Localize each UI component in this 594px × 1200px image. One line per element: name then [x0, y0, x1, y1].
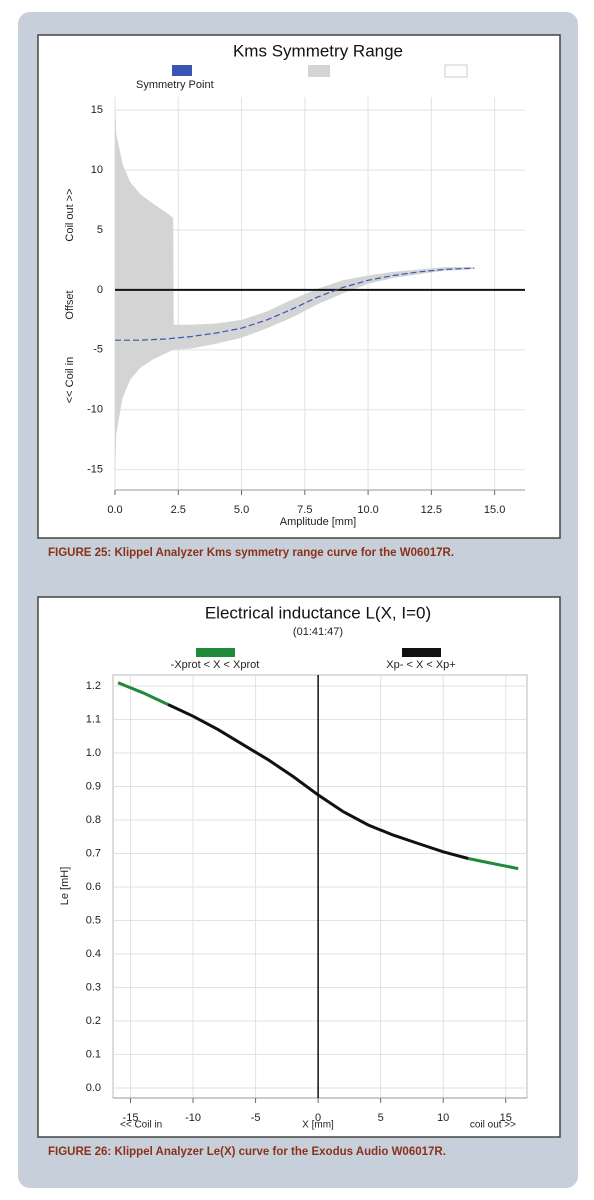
y-tick-label: 0.5 [86, 914, 101, 926]
x-tick-label: 12.5 [421, 504, 442, 516]
x-tick-label: 15.0 [484, 504, 505, 516]
y-tick-label: 5 [97, 224, 103, 236]
y-tick-label: 0.2 [86, 1015, 101, 1027]
y-axis-label: Offset [64, 290, 76, 319]
y-tick-label: 0.6 [86, 881, 101, 893]
series-line [117, 681, 519, 871]
y-tick-label: 0.4 [86, 948, 101, 960]
legend-swatch [444, 64, 468, 78]
y-axis-label: Le [mH] [59, 867, 71, 906]
legend-swatch [308, 65, 330, 77]
x-tick-label: 5.0 [234, 504, 249, 516]
x-tick-label: -5 [251, 1112, 261, 1124]
chart-subtitle: (01:41:47) [293, 626, 343, 638]
legend-swatch [196, 648, 235, 657]
series-line [167, 703, 469, 860]
y-tick-label: 10 [91, 164, 103, 176]
y-tick-label: 1.1 [86, 713, 101, 725]
legend-swatch [402, 648, 441, 657]
y-tick-label: -10 [87, 404, 103, 416]
y-tick-label: 15 [91, 104, 103, 116]
series-line [115, 267, 475, 341]
chart-title: Kms Symmetry Range [233, 41, 403, 60]
y-axis-label: << Coil in [64, 357, 76, 403]
x-axis-note: << Coil in [120, 1120, 162, 1131]
x-tick-label: 0 [315, 1112, 321, 1124]
x-tick-label: -15 [123, 1112, 139, 1124]
x-axis-label: Amplitude [mm] [280, 516, 356, 528]
figure-caption: FIGURE 25: Klippel Analyzer Kms symmetry… [48, 547, 454, 559]
y-tick-label: 1.0 [86, 747, 101, 759]
x-tick-label: 10.0 [357, 504, 378, 516]
y-tick-label: -5 [93, 344, 103, 356]
plot-area [112, 674, 528, 1099]
legend-label: Xp- < X < Xp+ [386, 659, 455, 671]
x-tick-label: 15 [500, 1112, 512, 1124]
y-tick-label: 0.3 [86, 981, 101, 993]
y-tick-label: 0.9 [86, 780, 101, 792]
chart-title: Electrical inductance L(X, I=0) [205, 603, 431, 622]
y-tick-label: 0.0 [86, 1082, 101, 1094]
legend-label: -Xprot < X < Xprot [171, 659, 260, 671]
figure-caption: FIGURE 26: Klippel Analyzer Le(X) curve … [48, 1146, 446, 1158]
y-tick-label: 0.8 [86, 814, 101, 826]
x-tick-label: 0.0 [107, 504, 122, 516]
x-tick-label: -10 [185, 1112, 201, 1124]
x-axis-label: X [mm] [302, 1120, 334, 1131]
x-tick-label: 7.5 [297, 504, 312, 516]
legend-label: Symmetry Point [136, 79, 214, 91]
x-axis-note: coil out >> [470, 1120, 516, 1131]
y-tick-label: 0 [97, 284, 103, 296]
legend-swatch [172, 65, 192, 76]
y-tick-label: 1.2 [86, 680, 101, 692]
y-tick-label: 0.7 [86, 847, 101, 859]
y-axis-label: Coil out >> [64, 188, 76, 241]
x-tick-label: 2.5 [171, 504, 186, 516]
x-tick-label: 5 [378, 1112, 384, 1124]
y-tick-label: 0.1 [86, 1048, 101, 1060]
x-tick-label: 10 [437, 1112, 449, 1124]
y-tick-label: -15 [87, 464, 103, 476]
